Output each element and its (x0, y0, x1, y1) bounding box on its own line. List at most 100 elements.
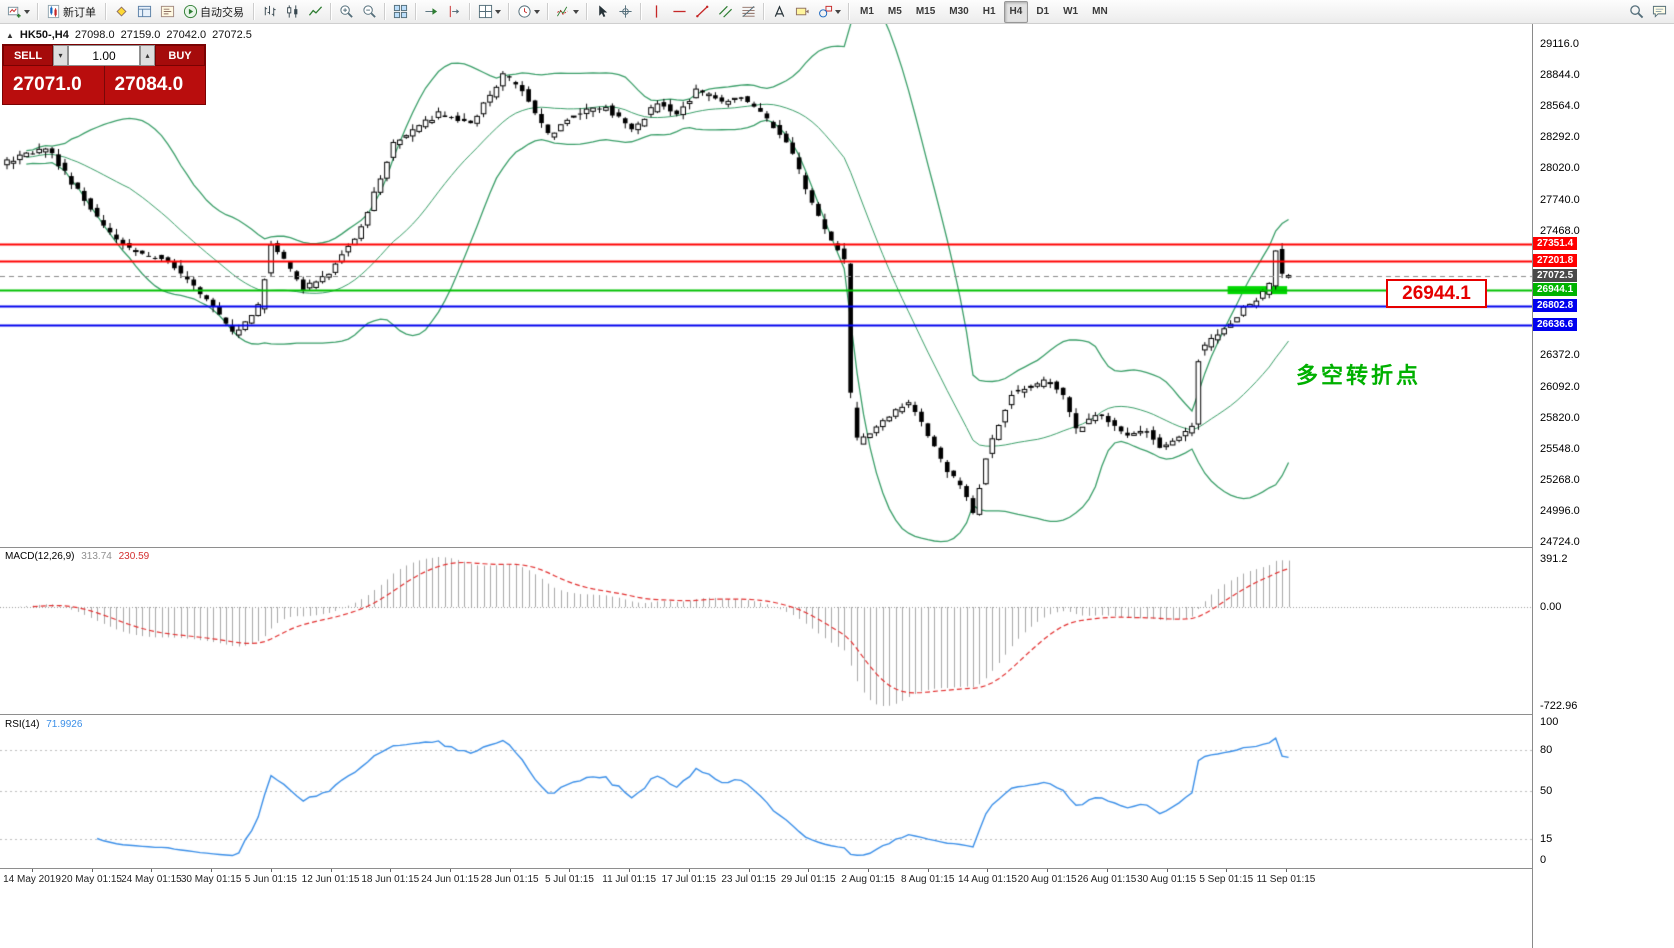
time-axis-tick (927, 869, 929, 872)
price-axis-label: 25268.0 (1540, 474, 1580, 487)
cursor-button[interactable] (592, 1, 613, 23)
bar-chart-button[interactable] (259, 1, 280, 23)
tf-h1-button[interactable]: H1 (977, 1, 1002, 23)
price-tag: 27351.4 (1533, 236, 1578, 250)
label-icon (795, 4, 810, 19)
crosshair-icon (618, 4, 633, 19)
high-value: 27159.0 (120, 29, 161, 41)
tf-w1-button[interactable]: W1 (1057, 1, 1084, 23)
line-chart-button[interactable] (305, 1, 326, 23)
symbol-period-label: HK50-,H4 (19, 29, 69, 41)
chat-icon (1652, 4, 1667, 19)
sell-price[interactable]: 27071.0 (13, 74, 82, 95)
rsi-time-splitter[interactable] (0, 868, 1674, 869)
price-tag: 27072.5 (1533, 268, 1578, 282)
main-macd-splitter[interactable] (0, 547, 1674, 548)
tf-m5-button[interactable]: M5 (882, 1, 908, 23)
new-chart-button[interactable] (4, 1, 33, 23)
time-axis-label: 30 May 01:15 (180, 874, 242, 885)
price-axis-label: 28564.0 (1540, 100, 1580, 113)
time-axis-tick (808, 869, 810, 872)
macd-panel[interactable] (0, 549, 1532, 714)
tf-m1-button[interactable]: M1 (854, 1, 880, 23)
hline-icon (672, 4, 687, 19)
tf-m15-button[interactable]: M15 (910, 1, 941, 23)
buy-price[interactable]: 27084.0 (103, 66, 206, 104)
tf-m1-button-label: M1 (860, 6, 874, 17)
data-window-button[interactable] (134, 1, 155, 23)
rsi-panel[interactable] (0, 716, 1532, 868)
tf-mn-button[interactable]: MN (1086, 1, 1114, 23)
toolbar-separator (640, 3, 642, 20)
time-axis-label: 30 Aug 01:15 (1137, 874, 1197, 885)
community-button[interactable] (1649, 1, 1670, 23)
turning-point-annotation: 多空转折点 (1296, 363, 1422, 388)
horizontal-line-button[interactable] (669, 1, 690, 23)
indicators-button[interactable] (553, 1, 582, 23)
trendline-button[interactable] (692, 1, 713, 23)
tile-windows-button[interactable] (390, 1, 411, 23)
price-axis-label: 26092.0 (1540, 380, 1580, 393)
volume-input[interactable] (68, 45, 140, 66)
market-watch-button[interactable] (111, 1, 132, 23)
tf-h4-button[interactable]: H4 (1003, 0, 1029, 23)
new-order-button[interactable]: 新订单 (43, 1, 101, 23)
vertical-line-button[interactable] (646, 1, 667, 23)
price-axis[interactable]: 29116.0 28844.0 28564.0 28292.0 28020.0 27740… (1532, 24, 1674, 948)
time-axis-label: 12 Jun 01:15 (301, 874, 360, 885)
caret-down-icon (573, 9, 579, 14)
time-axis-label: 14 Aug 01:15 (957, 874, 1017, 885)
channel-button[interactable] (715, 1, 736, 23)
rsi-axis-label: 50 (1540, 785, 1553, 797)
time-axis-label: 8 Aug 01:15 (901, 874, 955, 885)
fibonacci-button[interactable] (738, 1, 759, 23)
shapes-button[interactable] (815, 1, 844, 23)
zoom-in-button[interactable] (336, 1, 357, 23)
time-axis-tick (1047, 869, 1049, 872)
zoom-out-button[interactable] (359, 1, 380, 23)
macd-axis-label: -722.96 (1540, 700, 1578, 712)
navigator-button[interactable] (157, 1, 178, 23)
trade-panel-toggle-icon[interactable]: ▲ (6, 30, 14, 40)
volume-up-button[interactable]: ▴ (140, 45, 155, 66)
autotrading-button[interactable]: 自动交易 (180, 1, 249, 23)
new-window-button[interactable] (475, 1, 504, 23)
rsi-axis-label: 0 (1540, 854, 1547, 866)
vline-icon (649, 4, 664, 19)
channel-icon (718, 4, 733, 19)
auto-scroll-icon (424, 4, 439, 19)
crosshair-button[interactable] (615, 1, 636, 23)
time-axis-label: 29 Jul 01:15 (781, 874, 836, 885)
time-axis-tick (211, 869, 213, 872)
volume-down-button[interactable]: ▾ (53, 45, 68, 66)
candlestick-chart-button[interactable] (282, 1, 303, 23)
sell-button[interactable]: SELL (3, 45, 53, 66)
label-button[interactable] (792, 1, 813, 23)
time-axis-tick (748, 869, 750, 872)
time-axis-tick (32, 869, 33, 872)
search-button[interactable] (1626, 1, 1647, 23)
caret-down-icon (495, 9, 501, 14)
macd-axis-label: 391.2 (1540, 553, 1568, 565)
tf-w1-button-label: W1 (1063, 6, 1079, 17)
tf-m30-button[interactable]: M30 (943, 1, 974, 23)
tf-d1-button[interactable]: D1 (1030, 1, 1055, 23)
price-axis-label: 29116.0 (1540, 37, 1579, 50)
symbol-info: ▲ HK50-,H4 27098.0 27159.0 27042.0 27072… (6, 29, 252, 41)
price-axis-label: 27740.0 (1540, 193, 1580, 206)
time-axis-tick (868, 869, 869, 872)
auto-scroll-button[interactable] (421, 1, 442, 23)
buy-button[interactable]: BUY (155, 45, 205, 66)
low-value: 27042.0 (166, 29, 207, 41)
new-order-button-label: 新订单 (63, 6, 96, 19)
text-button[interactable] (769, 1, 790, 23)
chart-shift-button[interactable] (444, 1, 465, 23)
period-button[interactable] (514, 1, 543, 23)
time-axis[interactable]: 14 May 2019 20 May 01:15 24 May 01:15 30 Ma… (0, 869, 1532, 890)
cursor-icon (595, 4, 610, 19)
time-axis-label: 2 Aug 01:15 (841, 874, 895, 885)
main-price-chart[interactable] (0, 24, 1532, 547)
tf-mn-button-label: MN (1092, 6, 1108, 17)
macd-rsi-splitter[interactable] (0, 714, 1674, 715)
chart-shift-icon (447, 4, 462, 19)
